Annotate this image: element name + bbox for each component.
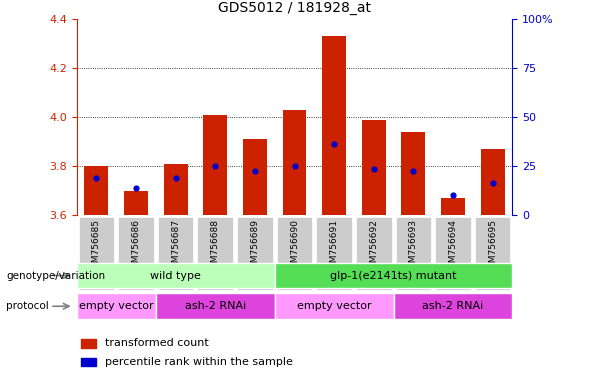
Point	[369, 166, 379, 172]
FancyBboxPatch shape	[475, 217, 511, 290]
FancyBboxPatch shape	[156, 293, 274, 319]
Text: GSM756694: GSM756694	[448, 219, 458, 274]
Point	[448, 192, 458, 199]
Text: GSM756692: GSM756692	[369, 219, 378, 274]
FancyBboxPatch shape	[77, 263, 274, 288]
Text: empty vector: empty vector	[79, 301, 154, 311]
Text: ash-2 RNAi: ash-2 RNAi	[184, 301, 246, 311]
Text: glp-1(e2141ts) mutant: glp-1(e2141ts) mutant	[330, 270, 457, 281]
Text: GSM756690: GSM756690	[290, 219, 299, 274]
FancyBboxPatch shape	[277, 217, 312, 290]
Point	[488, 180, 497, 186]
Text: empty vector: empty vector	[297, 301, 372, 311]
Bar	[441, 198, 465, 215]
Bar	[243, 139, 267, 215]
Text: GSM756689: GSM756689	[250, 219, 259, 274]
Bar	[81, 339, 96, 348]
Point	[131, 185, 141, 191]
Bar	[402, 132, 425, 215]
Point	[250, 168, 260, 174]
Title: GDS5012 / 181928_at: GDS5012 / 181928_at	[218, 2, 371, 15]
Text: GSM756685: GSM756685	[92, 219, 101, 274]
Text: wild type: wild type	[150, 270, 201, 281]
Bar	[81, 358, 96, 366]
FancyBboxPatch shape	[274, 293, 393, 319]
FancyBboxPatch shape	[356, 217, 392, 290]
FancyBboxPatch shape	[237, 217, 273, 290]
Bar	[322, 36, 346, 215]
Bar	[124, 190, 148, 215]
FancyBboxPatch shape	[78, 217, 114, 290]
Bar	[164, 164, 187, 215]
Text: protocol: protocol	[6, 301, 49, 311]
Text: ash-2 RNAi: ash-2 RNAi	[422, 301, 484, 311]
Bar	[283, 110, 306, 215]
Text: transformed count: transformed count	[105, 338, 209, 348]
FancyBboxPatch shape	[77, 293, 156, 319]
Point	[409, 168, 418, 174]
Bar	[203, 115, 227, 215]
Text: GSM756688: GSM756688	[211, 219, 220, 274]
Bar	[481, 149, 505, 215]
Text: GSM756691: GSM756691	[330, 219, 339, 274]
Bar	[84, 166, 108, 215]
FancyBboxPatch shape	[118, 217, 154, 290]
FancyBboxPatch shape	[396, 217, 431, 290]
Text: GSM756693: GSM756693	[409, 219, 418, 274]
Point	[92, 175, 101, 181]
Text: GSM756695: GSM756695	[488, 219, 497, 274]
FancyBboxPatch shape	[274, 263, 512, 288]
FancyBboxPatch shape	[197, 217, 233, 290]
Text: GSM756687: GSM756687	[171, 219, 180, 274]
FancyBboxPatch shape	[393, 293, 512, 319]
Point	[290, 163, 299, 169]
Text: GSM756686: GSM756686	[131, 219, 141, 274]
Point	[171, 175, 180, 181]
Point	[329, 141, 339, 147]
Bar	[362, 119, 386, 215]
FancyBboxPatch shape	[158, 217, 193, 290]
FancyBboxPatch shape	[435, 217, 471, 290]
FancyBboxPatch shape	[316, 217, 352, 290]
Text: genotype/variation: genotype/variation	[6, 270, 105, 281]
Text: percentile rank within the sample: percentile rank within the sample	[105, 357, 293, 367]
Point	[210, 163, 220, 169]
